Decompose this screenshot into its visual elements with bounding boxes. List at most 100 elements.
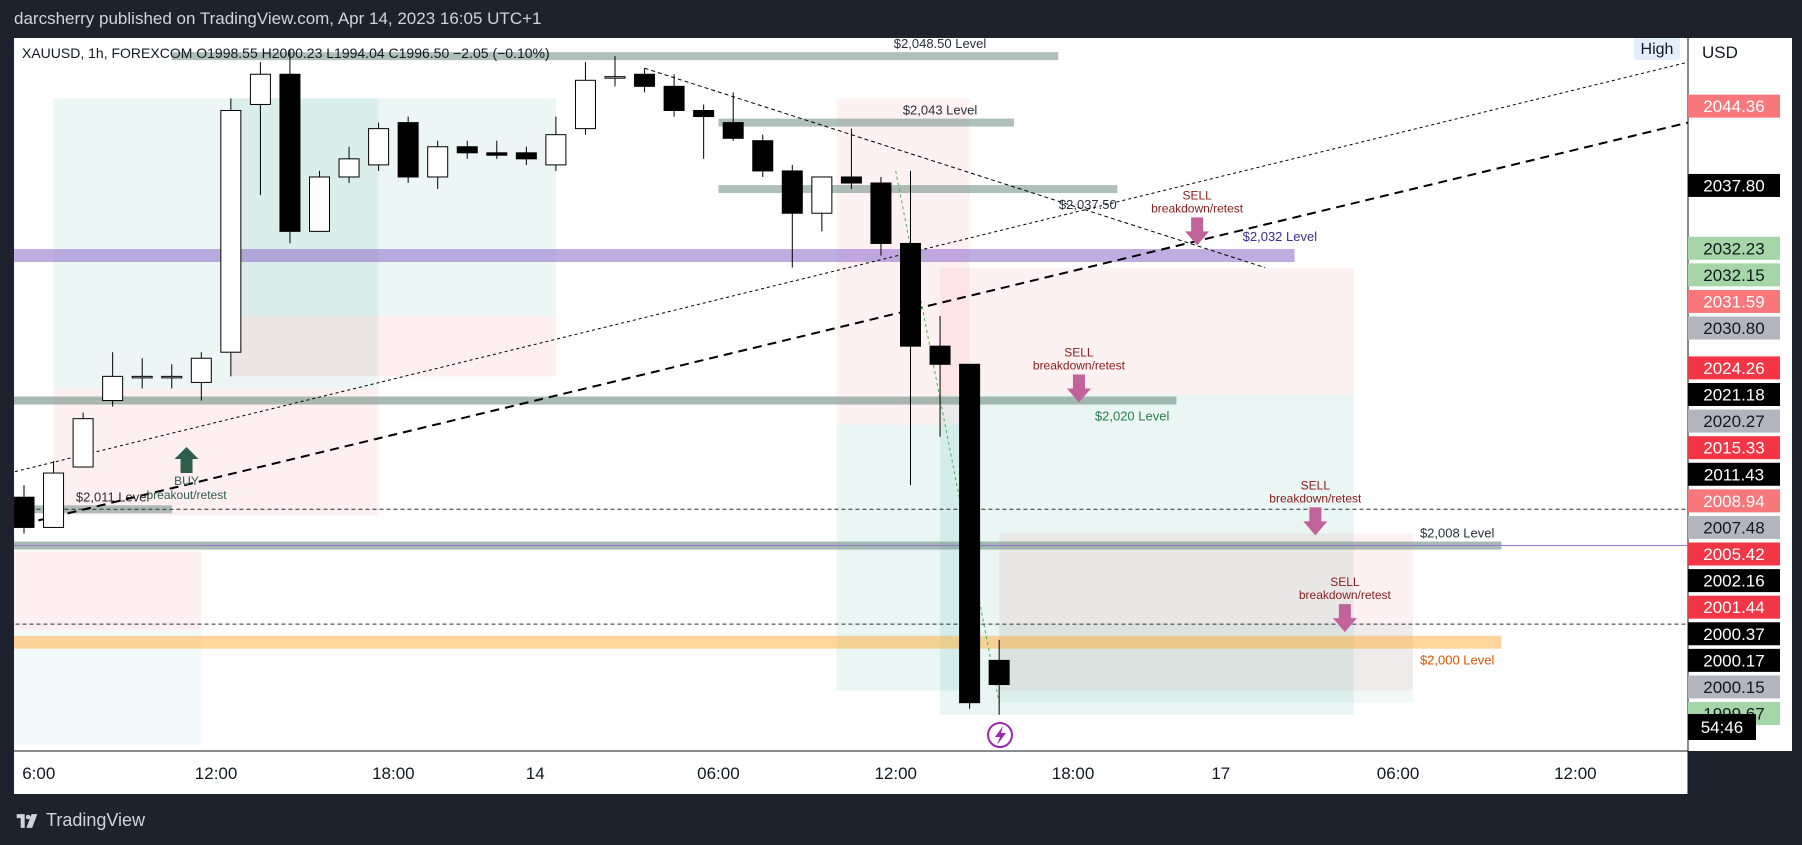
publisher-text: darcsherry published on TradingView.com,… — [14, 9, 542, 28]
level-band — [14, 396, 1177, 405]
time-tick-label: 14 — [526, 764, 545, 783]
down-arrow-icon — [1332, 604, 1357, 633]
down-arrow-icon — [1066, 374, 1091, 403]
live-indicator-icon[interactable] — [987, 722, 1013, 748]
trade-zone — [14, 630, 202, 745]
level-label: $2,020 Level — [1095, 409, 1170, 424]
signal-action: SELL — [1301, 478, 1331, 492]
price-tag-text: 2000.17 — [1703, 651, 1764, 670]
candle-body — [900, 242, 921, 347]
candle — [43, 460, 65, 528]
time-tick-label: 6:00 — [22, 764, 55, 783]
candle — [309, 170, 330, 232]
price-tag: 2000.15 — [1688, 675, 1780, 699]
candle — [574, 62, 596, 135]
trade-zone — [940, 267, 1354, 395]
candle — [486, 140, 508, 159]
falling-trendline — [644, 67, 1266, 269]
candle — [279, 50, 301, 244]
price-tag-bg — [1688, 409, 1780, 433]
price-tag-text: 2020.27 — [1703, 412, 1764, 431]
signal-action: SELL — [1182, 188, 1212, 202]
candle-body — [840, 176, 862, 184]
tradingview-logo-icon — [16, 813, 38, 828]
price-tag-text: 2037.80 — [1703, 176, 1764, 195]
candle — [722, 92, 744, 141]
candle — [959, 363, 981, 709]
symbol-ohlc-legend: XAUUSD, 1h, FOREXCOM O1998.55 H2000.23 L… — [22, 45, 550, 61]
publisher-header: darcsherry published on TradingView.com,… — [0, 0, 1802, 38]
level-band — [718, 185, 1118, 194]
price-tag-text: 2032.15 — [1703, 266, 1764, 285]
footer-bar: TradingView — [0, 794, 1802, 845]
signal-note: breakdown/retest — [1151, 201, 1244, 215]
price-tag: 2032.23 — [1688, 236, 1780, 260]
up-arrow-icon — [174, 446, 199, 473]
candle-body — [811, 176, 833, 214]
trade-zone — [836, 424, 970, 691]
level-band — [14, 635, 1502, 649]
chart-container[interactable]: $2,048.50 Level $2,043 Level $2,037.50 $2,0… — [14, 38, 1792, 794]
candle — [14, 485, 35, 534]
candle — [752, 134, 774, 177]
candle — [249, 62, 271, 196]
level-label: $2,032 Level — [1243, 229, 1318, 244]
time-tick-label: 06:00 — [697, 764, 740, 783]
trade-zone — [53, 98, 379, 389]
candle-body — [722, 122, 744, 139]
candle — [397, 116, 419, 184]
tradingview-logo[interactable]: TradingView — [14, 810, 145, 831]
signal-action: SELL — [1064, 345, 1094, 359]
candle — [161, 364, 183, 389]
time-axis-background[interactable] — [14, 751, 1688, 794]
time-tick-label: 17 — [1211, 764, 1230, 783]
candle — [220, 98, 242, 377]
price-tag-text: 2000.15 — [1703, 678, 1764, 697]
price-tag: 2021.18 — [1688, 383, 1780, 406]
candle-body — [249, 73, 271, 105]
level-band — [14, 249, 1295, 263]
signal-note: breakdown/retest — [1033, 358, 1126, 372]
price-tags: 2044.36 2037.80 2032.23 2032.15 2031.59 2030.… — [1688, 94, 1780, 726]
candle-body — [72, 418, 94, 468]
rising-channel-line — [14, 61, 1689, 473]
candle-body — [663, 85, 685, 112]
price-tag: 2000.17 — [1688, 648, 1780, 672]
rising-trendline — [14, 121, 1689, 528]
price-tag: 2024.26 — [1688, 356, 1780, 380]
level-label: $2,008 Level — [1420, 526, 1495, 541]
price-tag-text: 2031.59 — [1703, 292, 1764, 311]
down-arrow-icon — [1185, 217, 1210, 246]
candle-body — [634, 73, 656, 87]
candle-body — [456, 146, 478, 154]
price-tag-bg — [1688, 383, 1780, 406]
candle — [72, 412, 94, 468]
price-tag: 2002.16 — [1688, 569, 1780, 593]
candlestick-chart[interactable]: $2,048.50 Level $2,043 Level $2,037.50 $2,0… — [14, 38, 1792, 794]
candle-body — [338, 158, 360, 178]
price-tag-bg — [1688, 94, 1780, 118]
time-axis-ticks: 6:00 12:00 18:00 14 06:00 12:00 18:00 17 06:00 12… — [22, 764, 1596, 783]
price-tag: 2020.27 — [1688, 409, 1780, 433]
support-resistance-levels: $2,048.50 Level $2,043 Level $2,037.50 $2,0… — [14, 38, 1688, 668]
candle — [840, 128, 862, 190]
signal-annotations: BUYbreakout/retestSELLbreakdown/retestSE… — [147, 188, 1392, 633]
price-tag-text: 2011.43 — [1704, 465, 1764, 484]
candle — [634, 68, 656, 93]
price-tag-text: 2024.26 — [1703, 359, 1764, 378]
time-tick-label: 18:00 — [1052, 764, 1095, 783]
price-tag: 2044.36 — [1688, 94, 1780, 118]
candle — [988, 639, 1010, 715]
candle — [663, 74, 685, 117]
time-tick-label: 12:00 — [195, 764, 238, 783]
signal-action: SELL — [1330, 575, 1360, 589]
price-tag-bg — [1688, 542, 1780, 566]
price-tag: 2005.42 — [1688, 542, 1780, 566]
price-tag-text: 2015.33 — [1703, 439, 1764, 458]
trade-zone — [14, 551, 202, 631]
